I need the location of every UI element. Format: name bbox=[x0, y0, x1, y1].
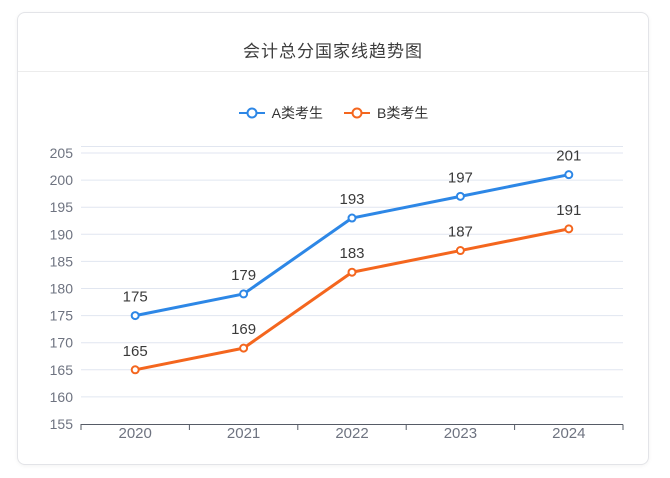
line-series-marker-icon bbox=[238, 107, 265, 119]
y-axis-label: 165 bbox=[50, 362, 74, 378]
x-axis-label: 2022 bbox=[335, 425, 368, 442]
legend-label: A类考生 bbox=[271, 105, 323, 121]
chart-title: 会计总分国家线趋势图 bbox=[243, 42, 423, 61]
y-axis-label: 185 bbox=[50, 253, 74, 269]
chart-legend: A类考生 B类考生 bbox=[18, 103, 648, 123]
data-point[interactable] bbox=[239, 343, 249, 353]
data-point[interactable] bbox=[239, 289, 249, 299]
y-axis-label: 195 bbox=[50, 199, 74, 215]
x-axis-label: 2021 bbox=[227, 425, 260, 442]
line-chart[interactable]: 155 160 165 170 175 180 185 190 195 200 205 2020 202… bbox=[18, 13, 650, 464]
legend-item-series-b[interactable]: B类考生 bbox=[343, 103, 428, 123]
data-point[interactable] bbox=[564, 224, 574, 234]
y-axis-label: 155 bbox=[50, 416, 74, 432]
data-label: 193 bbox=[339, 191, 364, 208]
data-label: 169 bbox=[231, 321, 256, 338]
data-label: 165 bbox=[123, 343, 148, 360]
y-axis-label: 200 bbox=[50, 172, 74, 188]
data-point[interactable] bbox=[130, 365, 140, 375]
data-label: 187 bbox=[448, 224, 473, 241]
data-point[interactable] bbox=[455, 246, 465, 256]
data-point[interactable] bbox=[564, 170, 574, 180]
data-point[interactable] bbox=[347, 213, 357, 223]
line-series-marker-icon bbox=[344, 107, 370, 119]
data-label: 191 bbox=[556, 202, 581, 219]
data-point[interactable] bbox=[130, 311, 140, 321]
legend-item-series-a[interactable]: A类考生 bbox=[238, 103, 323, 123]
x-axis-label: 2024 bbox=[552, 425, 585, 442]
data-point[interactable] bbox=[455, 191, 465, 201]
data-label: 201 bbox=[556, 148, 581, 165]
y-axis-label: 160 bbox=[50, 389, 74, 405]
data-point[interactable] bbox=[347, 267, 357, 277]
legend-label: B类考生 bbox=[377, 105, 429, 121]
y-axis-label: 180 bbox=[50, 281, 74, 297]
y-axis-label: 170 bbox=[50, 335, 74, 351]
chart-card: 会计总分国家线趋势图 155 160 165 170 175 180 185 190 195 20… bbox=[17, 12, 649, 465]
data-label: 197 bbox=[448, 169, 473, 186]
card-divider bbox=[18, 71, 648, 72]
x-axis-label: 2020 bbox=[119, 425, 152, 442]
y-axis-label: 190 bbox=[50, 226, 74, 242]
x-axis-label: 2023 bbox=[444, 425, 477, 442]
data-label: 183 bbox=[339, 245, 364, 262]
data-label: 179 bbox=[231, 267, 256, 284]
data-label: 175 bbox=[123, 289, 148, 306]
y-axis-label: 205 bbox=[50, 145, 74, 161]
y-axis-label: 175 bbox=[50, 308, 74, 324]
